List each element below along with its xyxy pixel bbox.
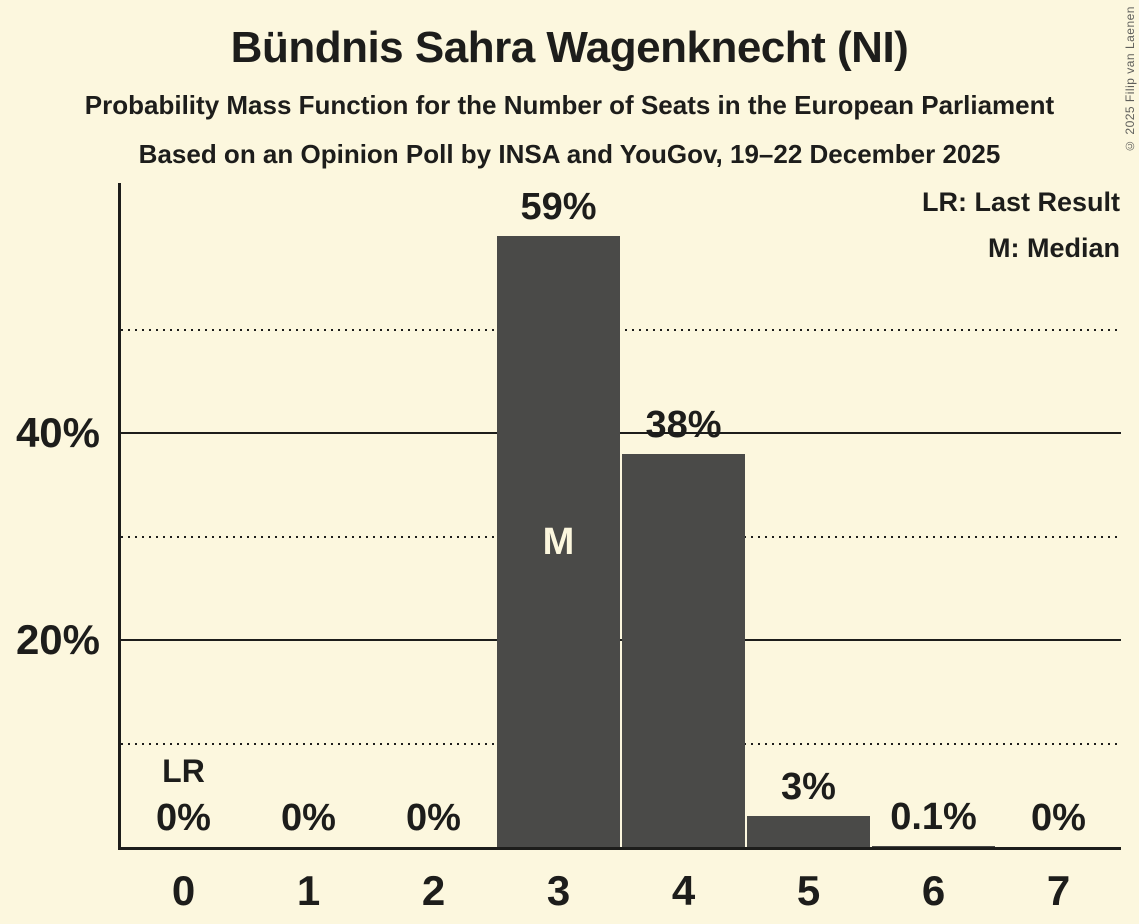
- x-tick-label: 4: [671, 867, 696, 914]
- y-tick-label: 40%: [15, 409, 100, 456]
- bar-value-label: 0%: [281, 797, 336, 839]
- gridline-solid: [121, 432, 1121, 434]
- bar-seats-3: [497, 236, 620, 847]
- x-tick-label: 1: [296, 867, 321, 914]
- x-tick-label: 6: [921, 867, 946, 914]
- plot-area: 0% 0% 0% 59% 38% 3% 0.1% 0% LR M: [118, 183, 1121, 850]
- bar-value-label: 3%: [781, 766, 836, 808]
- median-annotation: M: [542, 521, 575, 563]
- chart-poll-source: Based on an Opinion Poll by INSA and You…: [138, 139, 1001, 169]
- legend: LR: Last Result M: Median: [922, 189, 1120, 262]
- chart-subtitle: Probability Mass Function for the Number…: [84, 90, 1055, 120]
- bar-value-label: 38%: [645, 404, 722, 446]
- bar-value-label: 59%: [520, 186, 597, 228]
- x-tick-label: 5: [796, 867, 821, 914]
- bar-seats-6: [872, 846, 995, 847]
- gridline-dotted: [121, 328, 1121, 331]
- bar-seats-4: [622, 454, 745, 847]
- bar-value-label: 0%: [1031, 797, 1086, 839]
- x-tick-label: 7: [1046, 867, 1071, 914]
- gridline-dotted: [121, 535, 1121, 538]
- last-result-annotation: LR: [162, 753, 205, 789]
- legend-median: M: Median: [988, 233, 1120, 263]
- bar-value-label: 0%: [156, 797, 211, 839]
- x-tick-label: 0: [171, 867, 196, 914]
- x-tick-label: 2: [421, 867, 446, 914]
- x-tick-label: 3: [546, 867, 571, 914]
- bar-seats-5: [747, 816, 870, 847]
- bar-value-label: 0.1%: [890, 796, 977, 838]
- chart-title: Bündnis Sahra Wagenknecht (NI): [230, 23, 909, 72]
- copyright-notice: © 2025 Filip van Laenen: [1123, 6, 1137, 153]
- bar-value-label: 0%: [406, 797, 461, 839]
- gridline-dotted: [121, 742, 1121, 745]
- gridline-solid: [121, 639, 1121, 641]
- legend-last-result: LR: Last Result: [921, 187, 1120, 217]
- y-tick-label: 20%: [15, 616, 100, 663]
